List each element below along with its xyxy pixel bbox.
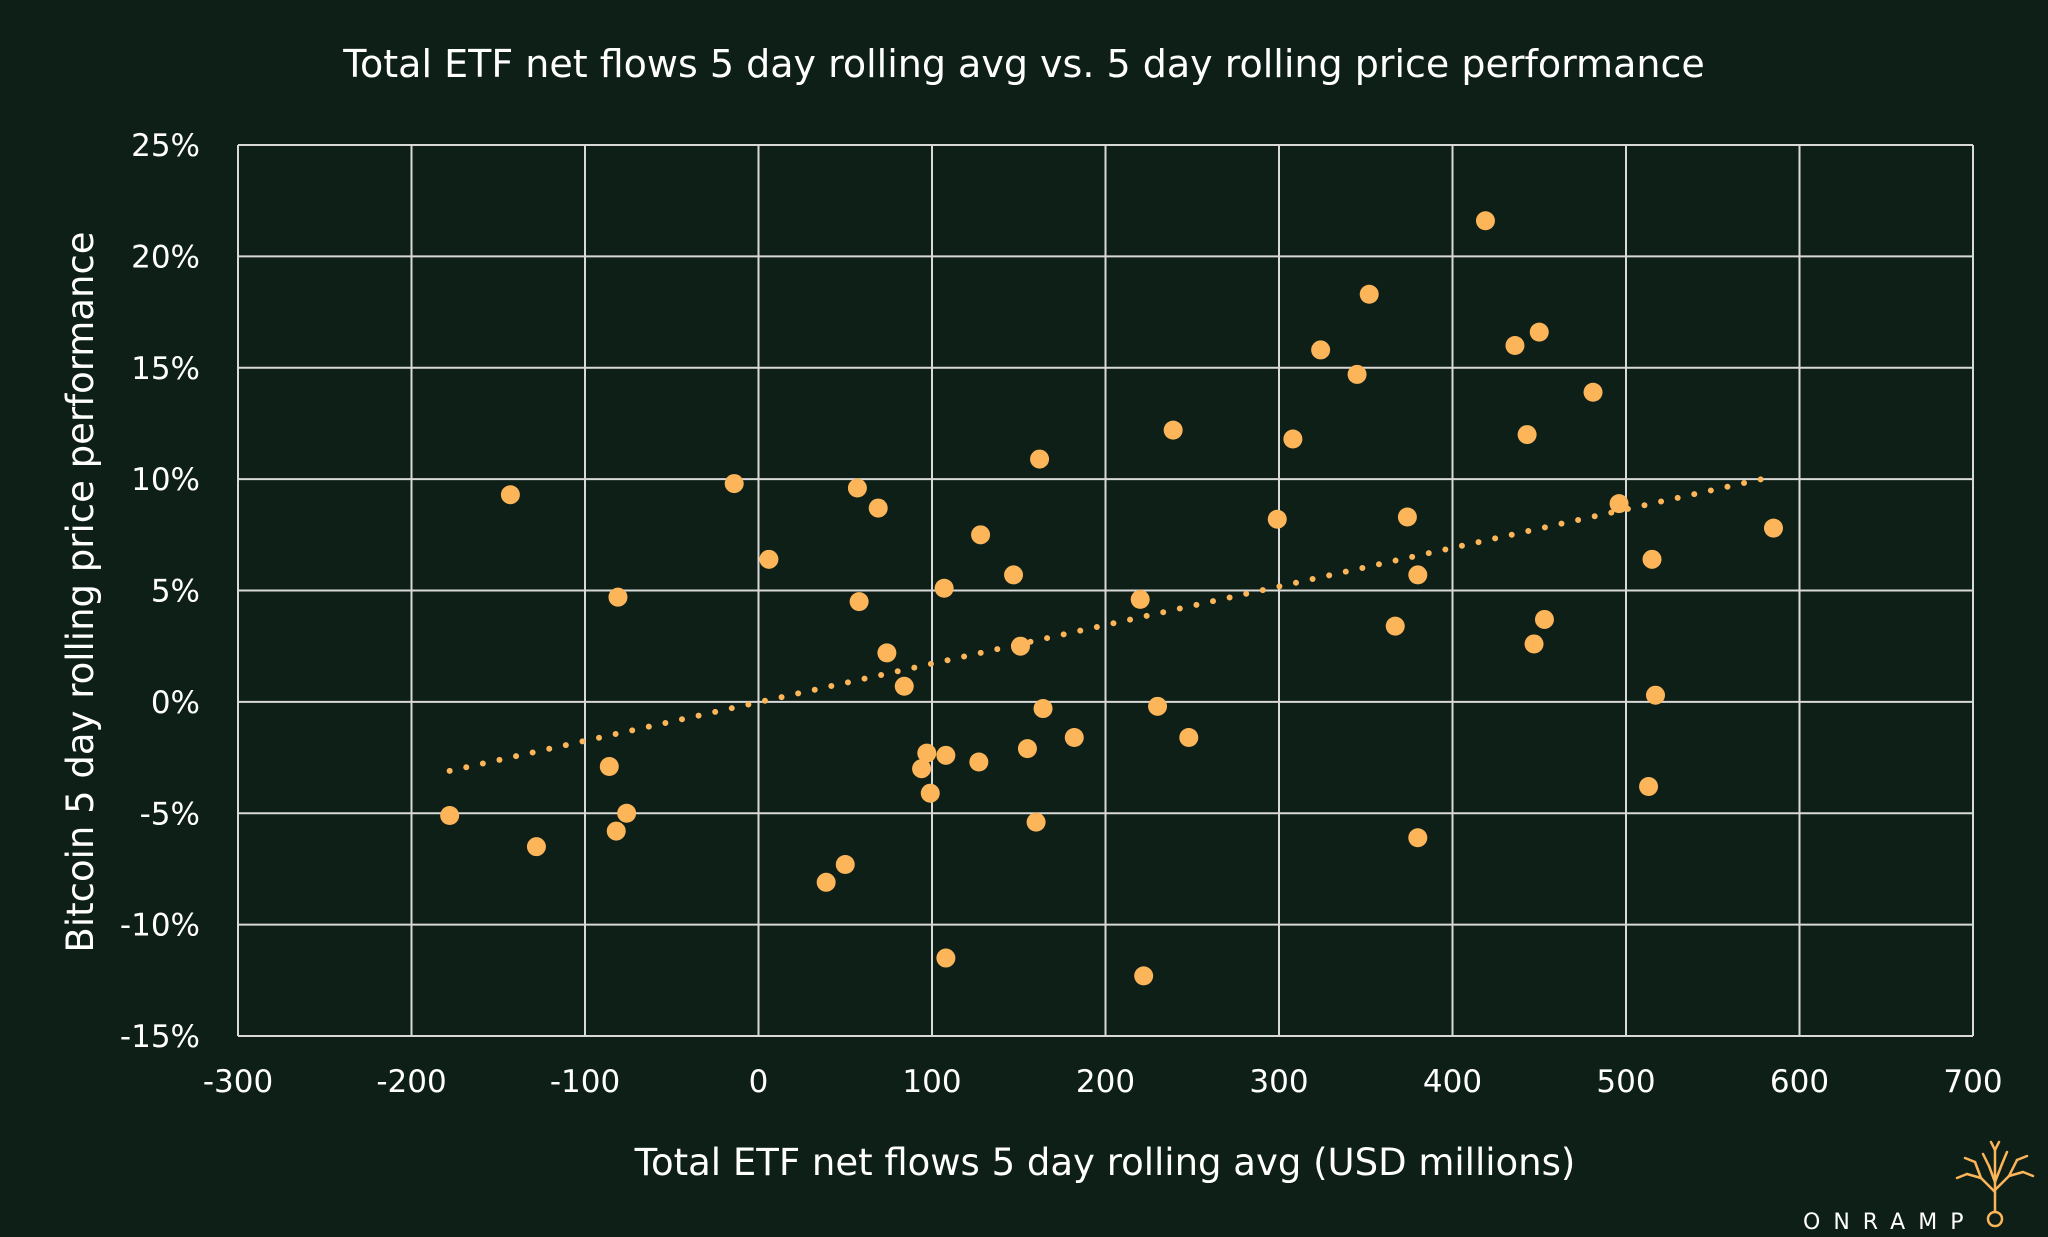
data-point [1397,507,1417,527]
data-point [1505,335,1525,355]
x-tick-label: -300 [203,1064,273,1100]
y-tick-label: 0% [151,685,200,721]
data-point [724,474,744,494]
y-axis-label: Bitcoin 5 day rolling price performance [59,231,102,952]
data-point [1763,518,1783,538]
data-point [1130,589,1150,609]
data-point [917,743,937,763]
data-point [526,837,546,857]
data-point [849,592,869,612]
data-point [936,948,956,968]
y-tick-label: -10% [120,908,200,944]
data-point [1583,382,1603,402]
data-point [1030,449,1050,469]
y-tick-label: 15% [131,351,200,387]
data-point [1134,966,1154,986]
data-point [759,549,779,569]
data-point [816,872,836,892]
data-point [1609,494,1629,514]
data-point [606,821,626,841]
y-tick-label: 5% [151,574,200,610]
x-tick-label: 600 [1770,1064,1829,1100]
data-point [1283,429,1303,449]
x-tick-label: 500 [1596,1064,1655,1100]
chart-title: Total ETF net flows 5 day rolling avg vs… [342,42,1704,86]
data-point [599,756,619,776]
data-point [877,643,897,663]
x-tick-label: -100 [550,1064,620,1100]
x-tick-label: 700 [1943,1064,2002,1100]
x-tick-label: 200 [1076,1064,1135,1100]
data-point [1017,739,1037,759]
data-point [912,759,932,779]
trendline-path [446,473,1775,774]
trendline [446,473,1775,774]
data-point [1010,636,1030,656]
x-tick-label: -200 [376,1064,446,1100]
data-point [920,783,940,803]
x-tick-label: 0 [749,1064,769,1100]
x-tick-label: 400 [1423,1064,1482,1100]
data-points [440,211,1783,986]
data-point [1385,616,1405,636]
data-point [1064,728,1084,748]
data-point [1033,699,1053,719]
grid [237,144,1974,1037]
logo-text: ONRAMP [1803,1210,1976,1235]
x-tick-label: 100 [902,1064,961,1100]
y-tick-label: 10% [131,462,200,498]
data-point [934,578,954,598]
data-point [1026,812,1046,832]
data-point [1148,696,1168,716]
data-point [1004,565,1024,585]
data-point [617,803,637,823]
y-tick-label: 20% [131,239,200,275]
data-point [500,485,520,505]
data-point [1524,634,1544,654]
data-point [1517,425,1537,445]
data-point [969,752,989,772]
onramp-logo: ONRAMP [1803,1140,2035,1235]
data-point [608,587,628,607]
data-point [1359,284,1379,304]
tick-labels: -300 -200 -100 0 100 200 300 400 500 600 700 -15% -1… [120,128,2003,1100]
data-point [971,525,991,545]
y-tick-label: -5% [140,796,200,832]
data-point [1645,685,1665,705]
data-point [1408,828,1428,848]
x-axis-label: Total ETF net flows 5 day rolling avg (U… [634,1141,1576,1184]
data-point [1639,777,1659,797]
data-point [1163,420,1183,440]
data-point [1347,364,1367,384]
x-tick-label: 300 [1249,1064,1308,1100]
tree-icon [1955,1140,2035,1228]
data-point [1529,322,1549,342]
data-point [847,478,867,498]
data-point [894,676,914,696]
data-point [1179,728,1199,748]
data-point [1267,509,1287,529]
y-tick-label: -15% [120,1019,200,1055]
data-point [1475,211,1495,231]
data-point [936,745,956,765]
data-point [1408,565,1428,585]
y-tick-label: 25% [131,128,200,164]
data-point [1534,609,1554,629]
data-point [1642,549,1662,569]
data-point [1311,340,1331,360]
data-point [835,854,855,874]
data-point [440,805,460,825]
data-point [868,498,888,518]
